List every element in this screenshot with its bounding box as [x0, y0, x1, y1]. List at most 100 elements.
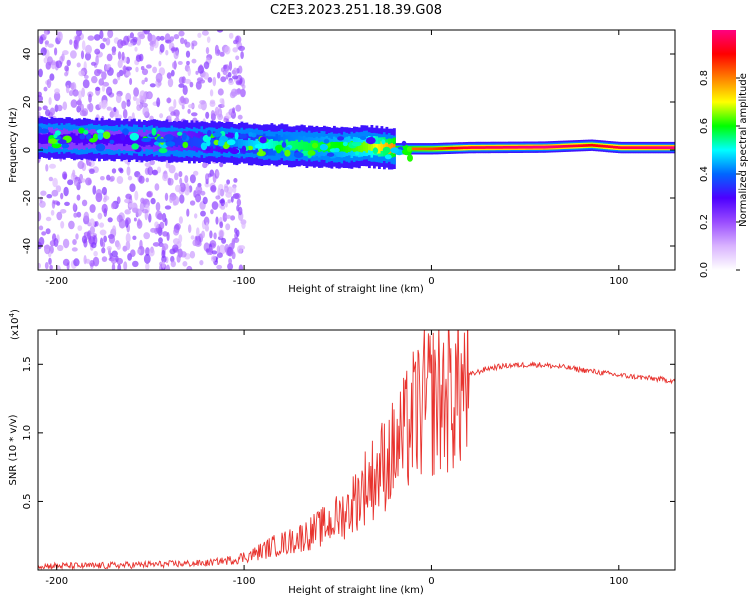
spectrogram-noise-cell [174, 172, 179, 181]
spectrogram-noise-cell [117, 263, 122, 270]
spectrogram-noise-cell [125, 240, 131, 251]
spectrogram-noise-cell [228, 258, 233, 265]
spectrogram-noise-cell [42, 105, 48, 111]
spectrogram-noise-cell [56, 211, 63, 221]
spectrogram-blob-cell [39, 128, 49, 134]
spectrogram-noise-cell [132, 95, 137, 101]
spectrogram-noise-cell [135, 66, 139, 73]
spectrogram-noise-cell [144, 77, 148, 82]
spectrogram-ridge-cell [515, 146, 519, 149]
spectrogram-noise-cell [54, 47, 58, 56]
spectrogram-ridge-cell [305, 141, 309, 152]
spectrogram-noise-cell [53, 238, 59, 247]
spectrogram-noise-cell [102, 37, 107, 42]
spectrogram-noise-cell [103, 197, 107, 203]
spectrogram-noise-cell [188, 104, 194, 109]
spectrogram-noise-cell [116, 176, 124, 184]
spectrogram-noise-cell [70, 82, 75, 90]
spectrogram-noise-cell [232, 185, 237, 194]
spectrogram-noise-cell [126, 99, 131, 107]
spectrogram-ridge-cell [510, 146, 514, 149]
spectrogram-noise-cell [215, 171, 220, 177]
spectrogram-noise-cell [132, 235, 137, 240]
spectrogram-noise-cell [224, 45, 231, 55]
spectrogram-blob-cell [241, 145, 247, 153]
spectrogram-ridge-cell [40, 134, 44, 145]
spectrogram-ridge-cell [365, 143, 369, 153]
snr-x-tick-label: 0 [428, 576, 434, 587]
spectrogram-x-tick-label: 0 [428, 276, 434, 287]
spectrogram-noise-cell [209, 89, 214, 97]
spectrogram-ridge-cell [105, 135, 109, 146]
spectrogram-noise-cell [75, 233, 79, 240]
spectrogram-noise-cell [78, 70, 86, 77]
spectrogram-blob-cell [226, 139, 236, 146]
spectrogram-noise-cell [142, 106, 149, 117]
spectrogram-blob-cell [382, 146, 391, 154]
spectrogram-noise-cell [232, 75, 239, 80]
spectrogram-blob-cell [182, 141, 189, 149]
spectrogram-noise-cell [241, 84, 246, 90]
spectrogram-noise-cell [224, 201, 228, 208]
spectrogram-noise-cell [44, 262, 49, 270]
spectrogram-noise-cell [111, 51, 116, 56]
spectrogram-ridge-cell [380, 141, 384, 151]
spectrogram-noise-cell [113, 106, 117, 112]
spectrogram-ridge-cell [473, 146, 476, 149]
spectrogram-noise-cell [189, 174, 196, 184]
spectrogram-noise-cell [227, 246, 234, 257]
spectrogram-ridge-cell [195, 137, 199, 148]
spectrogram-noise-cell [191, 112, 198, 117]
spectrogram-noise-cell [183, 97, 190, 105]
spectrogram-ridge-cell [423, 147, 426, 151]
spectrogram-noise-cell [95, 188, 103, 199]
spectrogram-noise-cell [145, 177, 149, 183]
spectrogram-blob-cell [401, 140, 407, 146]
spectrogram-noise-cell [44, 40, 50, 45]
spectrogram-noise-cell [195, 70, 199, 75]
spectrogram-ridge-cell [370, 141, 374, 151]
spectrogram-ridge-cell [248, 138, 251, 148]
spectrogram-noise-cell [178, 216, 183, 224]
spectrogram-blob-cell [78, 127, 85, 134]
snr-panel: SNR (10 * v/v) (x104) Height of straight… [8, 309, 676, 596]
spectrogram-noise-cell [232, 107, 236, 114]
spectrogram-noise-cell [166, 264, 170, 270]
spectrogram-noise-cell [148, 213, 152, 223]
spectrogram-noise-cell [146, 191, 152, 198]
spectrogram-ridge-cell [303, 141, 306, 152]
spectrogram-noise-cell [57, 244, 64, 252]
spectrogram-ridge-cell [438, 147, 441, 150]
spectrogram-noise-cell [141, 79, 145, 85]
spectrogram-noise-cell [38, 106, 42, 111]
spectrogram-noise-cell [81, 199, 88, 207]
spectrogram-noise-cell [123, 65, 127, 75]
spectrogram-noise-cell [189, 250, 196, 259]
spectrogram-noise-cell [94, 48, 101, 55]
spectrogram-ridge-cell [273, 140, 276, 151]
spectrogram-noise-cell [217, 113, 224, 121]
spectrogram-noise-cell [192, 239, 198, 247]
spectrogram-noise-cell [170, 47, 178, 52]
spectrogram-ridge-cell [193, 136, 196, 146]
spectrogram-blob-cell [165, 141, 176, 147]
spectrogram-noise-cell [116, 242, 121, 250]
spectrogram-noise-cell [90, 61, 97, 66]
spectrogram-ridge-cell [625, 146, 629, 149]
spectrogram-noise-cell [203, 61, 210, 70]
spectrogram-ridge-cell [553, 145, 556, 149]
spectrogram-noise-cell [199, 260, 204, 266]
spectrogram-blob-cell [177, 131, 183, 136]
spectrogram-noise-cell [216, 252, 223, 258]
spectrogram-noise-cell [150, 197, 156, 205]
spectrogram-ridge-cell [433, 147, 436, 151]
colorbar: Normalized spectral amplitude 0.0 0.2 0.4 0… [699, 30, 749, 278]
spectrogram-ridge-cell [123, 136, 126, 147]
spectrogram-ridge-cell [650, 146, 654, 149]
spectrogram-noise-cell [217, 72, 221, 79]
spectrogram-noise-cell [38, 211, 42, 222]
spectrogram-noise-cell [110, 256, 117, 265]
spectrogram-noise-cell [89, 168, 95, 174]
spectrogram-ridge-cell [125, 134, 129, 145]
spectrogram-blob-cell [284, 149, 291, 157]
